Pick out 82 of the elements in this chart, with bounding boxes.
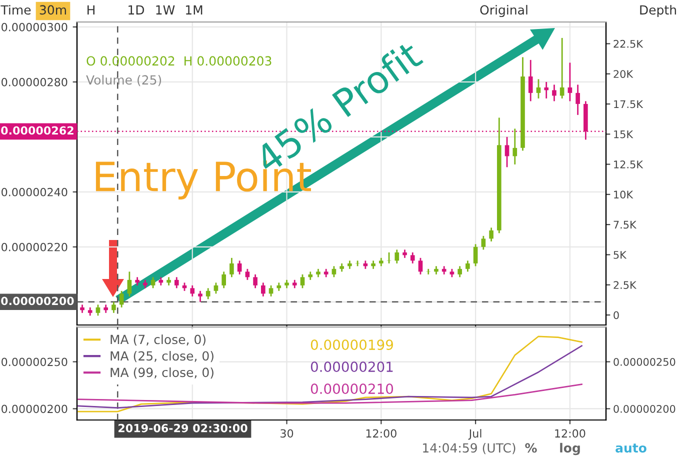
candlestick <box>127 270 132 298</box>
candlestick <box>528 59 533 102</box>
legend-label: MA (7, close, 0) <box>110 334 206 346</box>
y-tick-label: 0.00000240 <box>2 188 68 196</box>
candlestick <box>230 257 234 278</box>
candlestick <box>418 257 423 276</box>
y2-tick-label: 0.00000250 <box>614 358 676 366</box>
candlestick <box>300 274 305 289</box>
candlestick <box>268 284 274 298</box>
candlestick <box>552 84 556 102</box>
y-tick-label: 0.00000280 <box>2 78 68 86</box>
candlestick <box>410 252 415 264</box>
x-tick-label: 12:00 <box>366 429 396 438</box>
x-tick-label: Jul <box>468 429 482 440</box>
y-tick-label: 0.00000200 <box>2 404 68 414</box>
candlestick <box>473 243 478 267</box>
y-tick-label: 0.00000250 <box>2 358 68 366</box>
text: 1M <box>186 5 202 14</box>
candlestick <box>512 128 518 166</box>
candlestick <box>355 260 360 267</box>
legend-label: MA (25, close, 0) <box>110 350 214 362</box>
text: Original <box>480 4 528 18</box>
text: 1D <box>128 5 144 14</box>
y2-tick-label: 22.5K <box>614 40 644 48</box>
candlestick <box>576 84 580 116</box>
candlestick <box>481 235 486 250</box>
text: Time <box>0 4 31 15</box>
candlestick <box>261 282 266 298</box>
candlestick <box>198 290 202 303</box>
y2-tick-label: 2.5K <box>614 281 637 289</box>
candlestick <box>112 301 116 314</box>
ref-line-label: 0.00000262 <box>1 126 74 135</box>
y2-tick-label: 0.00000200 <box>614 404 676 413</box>
candlestick <box>150 276 156 289</box>
annotation: 0.00000201 <box>310 362 393 372</box>
candlestick <box>394 248 400 264</box>
candlestick <box>544 81 549 100</box>
candlestick <box>253 274 258 289</box>
candlestick <box>119 290 124 308</box>
text: 14:04:59 (UTC) <box>423 442 516 454</box>
candlestick <box>190 284 195 298</box>
text: log <box>560 442 580 456</box>
candlestick <box>245 268 250 281</box>
y-tick-label: 0.00000220 <box>2 242 68 252</box>
y2-tick-label: 5K <box>614 251 627 259</box>
text: auto <box>616 444 646 453</box>
candlestick <box>332 265 336 278</box>
ref-line-label: 2019-06-29 02:30:00 <box>118 424 248 432</box>
candlestick <box>504 136 510 168</box>
candlestick <box>237 260 242 276</box>
y2-tick-label: 20K <box>614 70 634 78</box>
candlestick <box>206 287 210 300</box>
y2-tick-label: 15K <box>614 130 634 138</box>
text: 30m <box>40 5 66 15</box>
annotation: Volume (25) <box>86 74 162 86</box>
text: 1W <box>156 5 175 14</box>
candlestick <box>560 37 564 100</box>
candlestick <box>568 62 572 102</box>
y-tick-label: 0.00000300 <box>2 22 68 32</box>
y2-tick-label: 7.5K <box>614 220 637 229</box>
annotation: 0.00000210 <box>310 384 394 394</box>
y2-tick-label: 17.5K <box>614 100 644 108</box>
legend-label: MA (99, close, 0) <box>110 367 214 379</box>
text: Depth <box>640 4 676 18</box>
candlestick <box>174 276 179 289</box>
candlestick <box>214 282 218 294</box>
x-tick-label: 30 <box>280 429 294 438</box>
y2-tick-label: 12.5K <box>614 160 644 168</box>
annotation: 0.00000199 <box>310 340 393 350</box>
candlestick <box>458 265 462 278</box>
candlestick <box>536 78 541 100</box>
x-tick-label: 12:00 <box>555 429 586 438</box>
annotation: O 0.00000202 H 0.00000203 <box>86 56 272 66</box>
candlestick <box>489 226 494 242</box>
line-series <box>78 384 582 404</box>
y2-tick-label: 0 <box>614 311 619 320</box>
candlestick <box>466 260 470 272</box>
text: H <box>88 5 94 14</box>
candlestick <box>96 304 100 316</box>
y2-tick-label: 10K <box>614 190 634 199</box>
candlestick <box>222 270 226 289</box>
text: % <box>525 443 537 453</box>
